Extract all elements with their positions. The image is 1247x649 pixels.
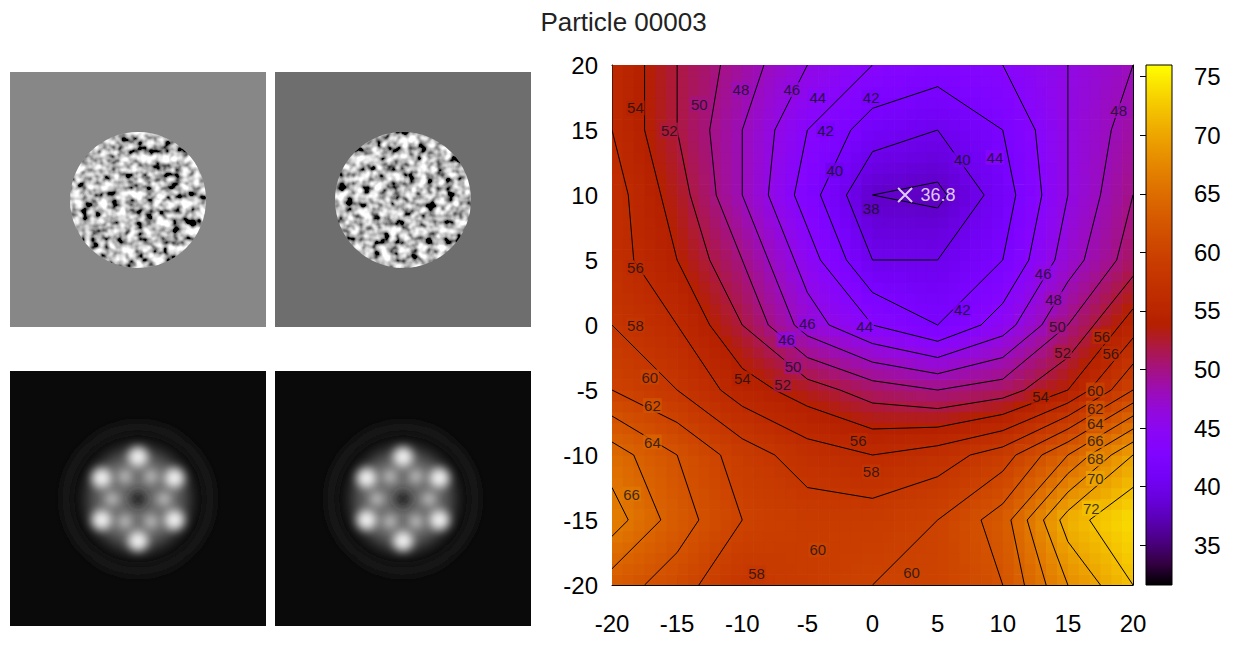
svg-text:68: 68 [1087,450,1104,467]
svg-text:-5: -5 [577,377,598,404]
svg-text:50: 50 [1049,318,1066,335]
svg-text:52: 52 [774,376,791,393]
svg-text:54: 54 [734,370,751,387]
svg-text:56: 56 [1093,328,1110,345]
svg-text:10: 10 [571,182,598,209]
svg-text:35: 35 [1194,532,1221,559]
svg-text:48: 48 [733,81,750,98]
svg-text:-5: -5 [797,610,818,637]
svg-text:50: 50 [785,358,802,375]
svg-text:58: 58 [863,463,880,480]
svg-text:20: 20 [1120,610,1147,637]
svg-text:-15: -15 [660,610,695,637]
svg-text:54: 54 [627,99,644,116]
svg-text:52: 52 [661,122,678,139]
svg-text:44: 44 [856,318,873,335]
svg-text:-20: -20 [563,572,598,599]
svg-text:46: 46 [1035,265,1052,282]
svg-text:44: 44 [809,89,826,106]
svg-text:58: 58 [748,565,765,582]
svg-text:Particle 00003: Particle 00003 [540,7,706,37]
svg-text:15: 15 [1055,610,1082,637]
svg-text:60: 60 [903,564,920,581]
svg-text:70: 70 [1087,470,1104,487]
svg-text:72: 72 [1083,500,1100,517]
svg-text:75: 75 [1194,63,1221,90]
svg-text:10: 10 [989,610,1016,637]
svg-text:15: 15 [571,117,598,144]
svg-text:56: 56 [627,259,644,276]
svg-text:64: 64 [1087,415,1104,432]
svg-text:38: 38 [863,200,880,217]
svg-text:60: 60 [809,541,826,558]
svg-text:-10: -10 [563,442,598,469]
svg-text:-15: -15 [563,507,598,534]
svg-text:66: 66 [1087,432,1104,449]
svg-text:42: 42 [863,89,880,106]
svg-text:50: 50 [691,96,708,113]
svg-text:40: 40 [826,162,843,179]
svg-text:52: 52 [1054,344,1071,361]
svg-text:48: 48 [1110,102,1127,119]
svg-text:65: 65 [1194,180,1221,207]
svg-text:46: 46 [799,315,816,332]
svg-text:55: 55 [1194,297,1221,324]
svg-text:-10: -10 [725,610,760,637]
svg-text:42: 42 [817,122,834,139]
svg-text:60: 60 [641,369,658,386]
svg-text:20: 20 [571,52,598,79]
svg-text:64: 64 [644,434,661,451]
svg-text:56: 56 [1103,345,1120,362]
svg-text:46: 46 [778,331,795,348]
svg-text:5: 5 [931,610,944,637]
svg-text:62: 62 [1087,400,1104,417]
svg-text:40: 40 [954,151,971,168]
svg-text:54: 54 [1032,388,1049,405]
svg-text:-20: -20 [595,610,630,637]
svg-text:46: 46 [783,81,800,98]
svg-text:42: 42 [954,301,971,318]
svg-text:70: 70 [1194,122,1221,149]
svg-text:36.8: 36.8 [921,185,956,205]
svg-text:66: 66 [623,486,640,503]
svg-text:62: 62 [644,397,661,414]
svg-text:0: 0 [866,610,879,637]
svg-text:56: 56 [850,432,867,449]
svg-text:0: 0 [585,312,598,339]
svg-text:50: 50 [1194,356,1221,383]
svg-text:58: 58 [627,317,644,334]
svg-text:48: 48 [1045,291,1062,308]
svg-text:44: 44 [987,149,1004,166]
svg-text:5: 5 [585,247,598,274]
svg-text:60: 60 [1087,382,1104,399]
svg-text:40: 40 [1194,473,1221,500]
svg-text:60: 60 [1194,239,1221,266]
svg-text:45: 45 [1194,415,1221,442]
